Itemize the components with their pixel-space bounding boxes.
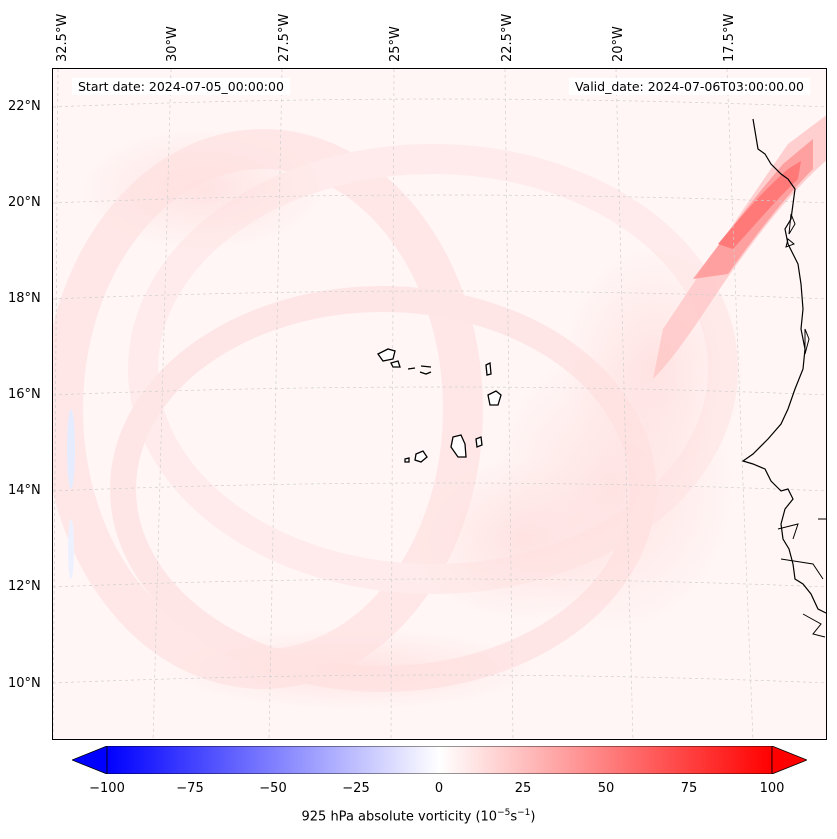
start-date-label: Start date: 2024-07-05_00:00:00 bbox=[72, 78, 290, 95]
colorbar-label-close: ) bbox=[530, 809, 536, 825]
colorbar-tick-neg100: −100 bbox=[89, 781, 125, 796]
lat-label-16n: 16°N bbox=[8, 387, 41, 402]
vorticity-maximum-band bbox=[653, 115, 826, 379]
africa-coast-detail bbox=[777, 213, 826, 638]
colorbar-label-text: 925 hPa absolute vorticity (10 bbox=[301, 809, 498, 825]
lat-label-18n: 18°N bbox=[8, 291, 41, 306]
island-sao-vicente bbox=[390, 360, 401, 368]
colorbar-label: 925 hPa absolute vorticity (10−5s−1) bbox=[0, 808, 837, 824]
island-santa-luzia bbox=[420, 365, 432, 368]
colorbar-max-extend bbox=[771, 746, 807, 774]
colorbar-label-exp1: −5 bbox=[497, 808, 511, 818]
cape-verde-islands bbox=[377, 348, 502, 463]
lon-label-22-5w: 22.5°W bbox=[500, 13, 515, 62]
africa-coastline bbox=[741, 118, 826, 614]
colorbar-min-extend bbox=[72, 746, 108, 774]
colorbar-tick-50: 50 bbox=[597, 781, 615, 796]
colorbar-tick-neg75: −75 bbox=[176, 781, 204, 796]
graticule bbox=[53, 69, 826, 739]
island-santiago bbox=[450, 434, 467, 458]
lon-label-25w: 25°W bbox=[388, 26, 403, 62]
lat-label-12n: 12°N bbox=[8, 579, 41, 594]
colorbar-tick-neg50: −50 bbox=[259, 781, 287, 796]
lon-label-30w: 30°W bbox=[165, 26, 180, 62]
island-santo-antao bbox=[377, 348, 396, 362]
lon-label-32-5w: 32.5°W bbox=[55, 13, 70, 62]
lat-label-20n: 20°N bbox=[8, 195, 41, 210]
colorbar-tick-neg25: −25 bbox=[342, 781, 370, 796]
negative-vorticity-patch bbox=[67, 409, 75, 489]
map-frame bbox=[52, 68, 827, 740]
negative-vorticity-patch bbox=[68, 519, 74, 579]
colorbar-tick-75: 75 bbox=[680, 781, 698, 796]
lon-label-17-5w: 17.5°W bbox=[722, 13, 737, 62]
colorbar-gradient bbox=[106, 746, 773, 774]
colorbar-tick-100: 100 bbox=[759, 781, 785, 796]
colorbar-label-unit: s bbox=[510, 809, 518, 825]
island-fogo bbox=[414, 450, 428, 463]
colorbar-tick-25: 25 bbox=[514, 781, 532, 796]
island-sao-nicolau bbox=[407, 367, 432, 375]
lon-label-20w: 20°W bbox=[611, 26, 626, 62]
valid-date-label: Valid_date: 2024-07-06T03:00:00.00 bbox=[568, 78, 810, 95]
colorbar bbox=[72, 746, 807, 774]
colorbar-label-exp2: −1 bbox=[517, 808, 531, 818]
island-brava bbox=[404, 457, 410, 463]
island-boa-vista bbox=[487, 390, 502, 406]
island-maio bbox=[475, 436, 483, 448]
lat-label-22n: 22°N bbox=[8, 99, 41, 114]
colorbar-tick-0: 0 bbox=[434, 781, 444, 796]
island-sal bbox=[485, 361, 492, 376]
lat-label-10n: 10°N bbox=[8, 676, 41, 691]
lon-label-27-5w: 27.5°W bbox=[277, 13, 292, 62]
lat-label-14n: 14°N bbox=[8, 483, 41, 498]
vorticity-map bbox=[53, 69, 826, 739]
